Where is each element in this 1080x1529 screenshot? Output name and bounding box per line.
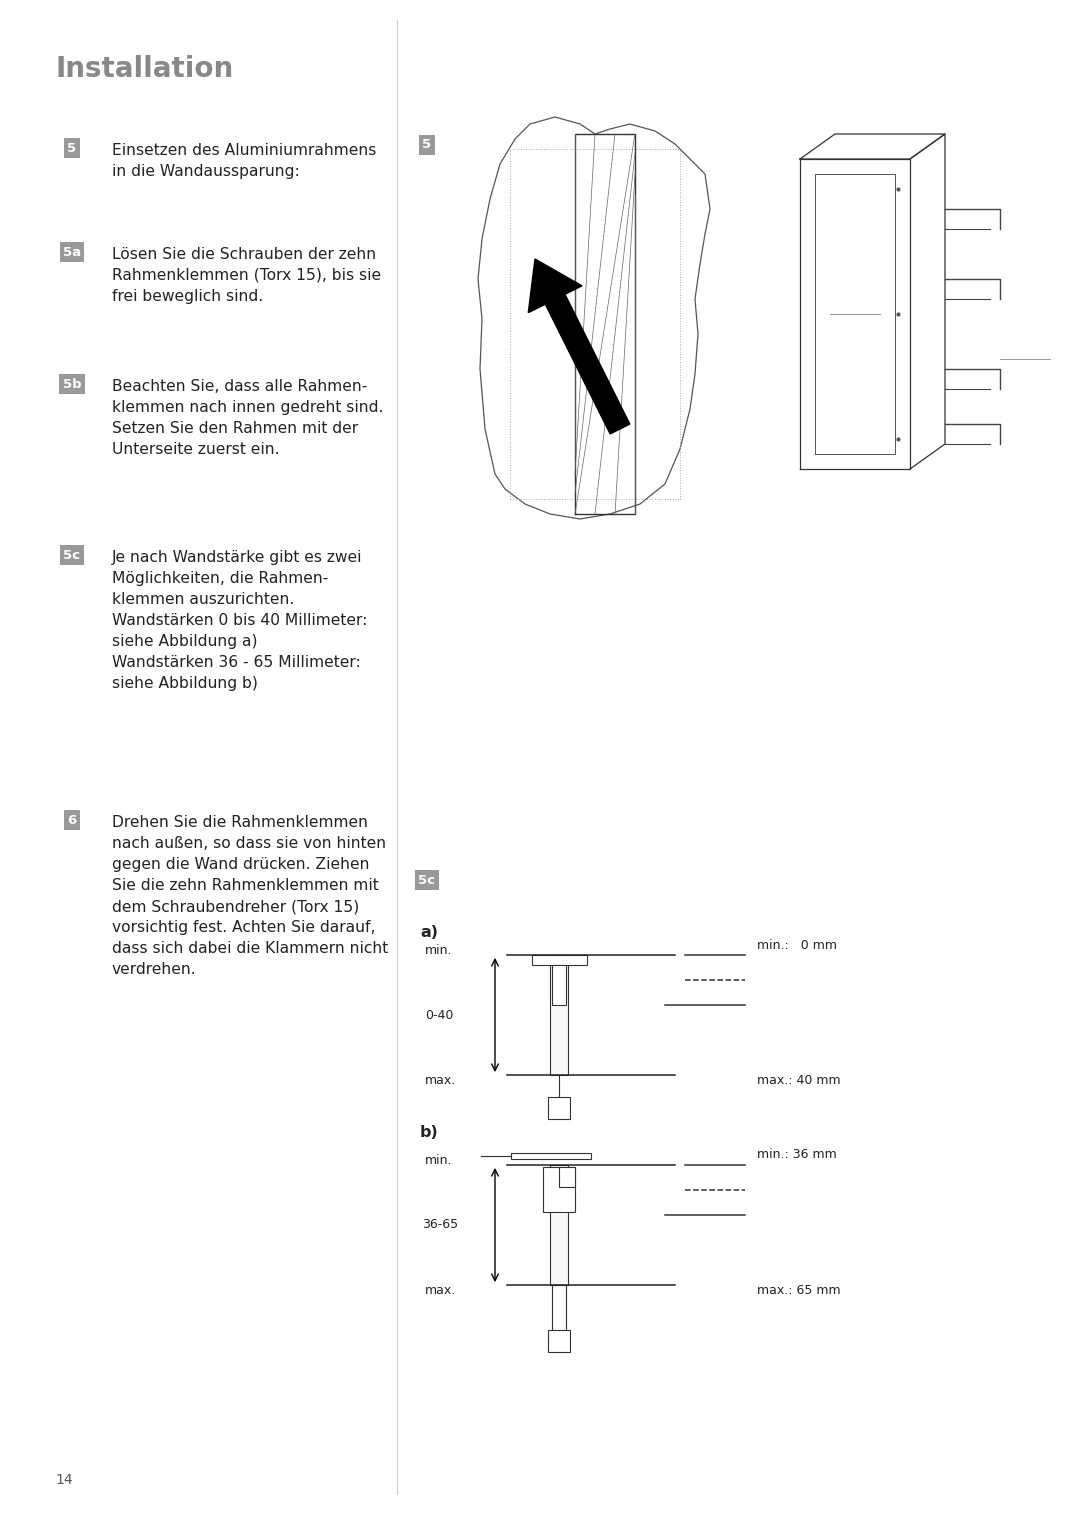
Text: a): a) bbox=[420, 925, 438, 940]
Bar bbox=[511, 1153, 591, 1159]
Bar bbox=[550, 1165, 568, 1284]
Text: 0-40: 0-40 bbox=[426, 1009, 454, 1021]
Text: max.: max. bbox=[426, 1073, 456, 1087]
Text: Drehen Sie die Rahmenklemmen
nach außen, so dass sie von hinten
gegen die Wand d: Drehen Sie die Rahmenklemmen nach außen,… bbox=[112, 815, 388, 977]
Text: min.: 36 mm: min.: 36 mm bbox=[757, 1148, 837, 1162]
Bar bbox=[548, 1330, 570, 1352]
Text: 5c: 5c bbox=[418, 873, 435, 887]
Text: 5c: 5c bbox=[64, 549, 81, 561]
Text: max.: max. bbox=[426, 1283, 456, 1297]
Text: 5: 5 bbox=[422, 139, 432, 151]
Text: 6: 6 bbox=[67, 813, 77, 827]
Bar bbox=[531, 956, 586, 965]
Text: Je nach Wandstärke gibt es zwei
Möglichkeiten, die Rahmen-
klemmen auszurichten.: Je nach Wandstärke gibt es zwei Möglichk… bbox=[112, 550, 367, 691]
Text: Installation: Installation bbox=[55, 55, 233, 83]
Text: max.: 65 mm: max.: 65 mm bbox=[757, 1283, 840, 1297]
Text: Lösen Sie die Schrauben der zehn
Rahmenklemmen (Torx 15), bis sie
frei beweglich: Lösen Sie die Schrauben der zehn Rahmenk… bbox=[112, 248, 381, 304]
Text: max.: 40 mm: max.: 40 mm bbox=[757, 1073, 840, 1087]
Bar bbox=[552, 1284, 566, 1350]
Bar bbox=[552, 965, 566, 1005]
Bar bbox=[559, 1167, 575, 1187]
Bar bbox=[548, 1096, 570, 1119]
Text: Beachten Sie, dass alle Rahmen-
klemmen nach innen gedreht sind.
Setzen Sie den : Beachten Sie, dass alle Rahmen- klemmen … bbox=[112, 379, 383, 457]
Bar bbox=[543, 1167, 575, 1212]
Text: 36-65: 36-65 bbox=[422, 1219, 458, 1231]
Text: min.: min. bbox=[426, 1153, 453, 1167]
Bar bbox=[550, 956, 568, 1075]
Text: 5b: 5b bbox=[63, 378, 81, 390]
Text: min.: min. bbox=[426, 943, 453, 957]
Text: 5: 5 bbox=[67, 142, 77, 154]
Text: 14: 14 bbox=[55, 1472, 72, 1488]
Text: Einsetzen des Aluminiumrahmens
in die Wandaussparung:: Einsetzen des Aluminiumrahmens in die Wa… bbox=[112, 144, 376, 179]
Text: 5a: 5a bbox=[63, 246, 81, 258]
Text: min.:   0 mm: min.: 0 mm bbox=[757, 939, 837, 951]
Text: b): b) bbox=[420, 1125, 438, 1141]
FancyArrow shape bbox=[528, 258, 630, 434]
